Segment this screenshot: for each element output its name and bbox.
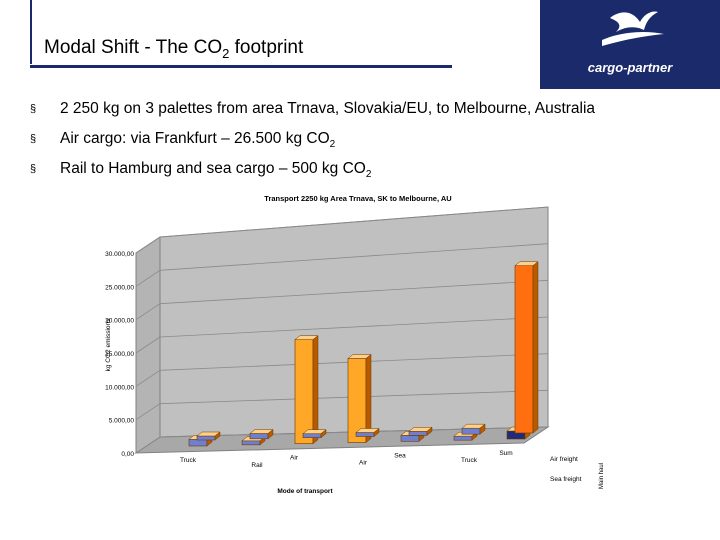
bird-logo-icon — [602, 11, 664, 46]
bar-air-front — [302, 433, 322, 438]
x-tick-label: Air — [290, 455, 299, 462]
bar-sea-front — [294, 339, 314, 444]
gridline-side — [135, 303, 161, 320]
y-tick-label: 25.000,00 — [105, 284, 134, 291]
gridline-side — [135, 436, 161, 454]
bar-sea-front — [453, 435, 473, 441]
bar-sea-front — [400, 435, 420, 442]
bullet-item: § Air cargo: via Frankfurt – 26.500 kg CO… — [30, 127, 595, 157]
x-tick-label: Air — [359, 460, 368, 467]
x-tick-label: Truck — [180, 457, 197, 464]
y-tick-label: 10.000,00 — [105, 384, 134, 391]
y-tick-label: 20.000,00 — [105, 318, 134, 325]
series-label-air-freight: Air freight — [550, 456, 578, 463]
x-tick-label: Sea — [394, 452, 406, 459]
x-tick-label: Sum — [499, 450, 512, 457]
x-tick-label: Truck — [461, 457, 478, 464]
title-underline — [30, 65, 452, 68]
axis-tag-main-haul: Main haul — [599, 463, 605, 489]
x-axis-label: Mode of transport — [277, 488, 333, 495]
bar-side-face — [479, 423, 486, 435]
gridline — [159, 243, 549, 271]
bullet-item: § 2 250 kg on 3 palettes from area Trnava… — [30, 97, 595, 127]
left-accent-bar — [0, 0, 32, 64]
series-label-sea-freight: Sea freight — [550, 476, 582, 483]
logo-text: cargo-partner — [587, 60, 673, 75]
y-tick-label: 30.000,00 — [105, 251, 134, 258]
bar-side-face — [426, 426, 433, 436]
bullet-list: § 2 250 kg on 3 palettes from area Trnava… — [30, 97, 595, 187]
chart-title: Transport 2250 kg Area Trnava, SK to Mel… — [264, 194, 451, 203]
slide-title: Modal Shift - The CO2 footprint — [44, 37, 304, 61]
bar-sea-front — [188, 439, 208, 447]
y-tick-label: 15.000,00 — [105, 351, 134, 358]
gridline — [159, 279, 549, 305]
x-tick-label: Rail — [251, 462, 263, 469]
bullet-marker: § — [30, 163, 37, 176]
gridline-side — [135, 270, 161, 287]
bar-side-face — [373, 427, 380, 438]
bullet-marker: § — [30, 103, 37, 115]
bar-side-face — [320, 429, 327, 439]
y-axis-label: kg CO2 emissions — [105, 318, 112, 371]
bullet-marker: § — [30, 133, 37, 146]
gridline-side — [135, 336, 161, 354]
bar-side-face — [214, 431, 221, 441]
gridline — [159, 206, 549, 238]
bar-air-front — [249, 433, 269, 440]
bar-side-face — [532, 261, 539, 434]
gridline-side — [135, 403, 161, 420]
gridline-side — [135, 370, 161, 387]
bullet-item: § Rail to Hamburg and sea cargo – 500 kg … — [30, 157, 595, 187]
bar-side-face — [312, 335, 319, 445]
bar-air-front — [408, 431, 428, 436]
co2-bar-chart: 0,00 5.000,00 10.000,00 15.000,00 20.000,00 2… — [105, 194, 605, 495]
bar-air-front — [196, 435, 216, 441]
bar-air-front — [461, 427, 481, 435]
bar-air-front — [355, 432, 375, 437]
gridline — [159, 316, 549, 338]
y-tick-label: 0,00 — [121, 451, 134, 458]
y-tick-label: 5.000,00 — [109, 418, 135, 425]
bar-air-front — [514, 265, 534, 434]
bar-sea-front — [241, 440, 261, 446]
gridline-side — [135, 236, 161, 254]
bar-side-face — [267, 428, 274, 440]
bar-side-face — [365, 353, 372, 444]
logo: cargo-partner — [540, 0, 720, 89]
